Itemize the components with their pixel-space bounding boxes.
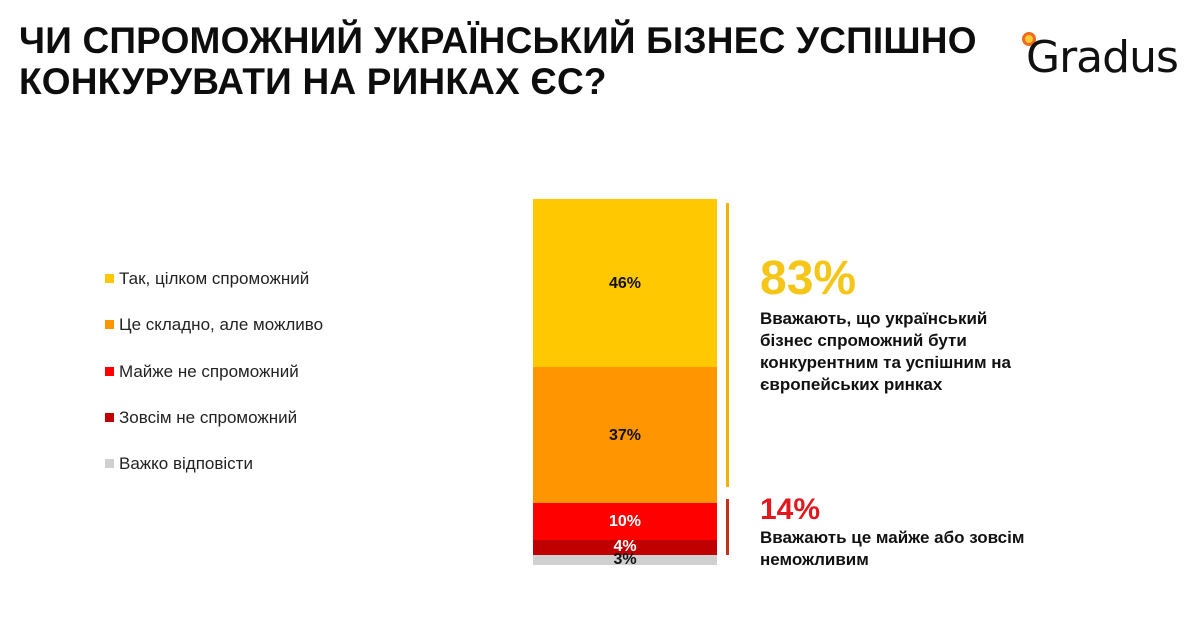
legend-swatch-icon [105,459,114,468]
legend-swatch-icon [105,320,114,329]
negative-callout-value: 14% [760,493,821,526]
legend-item-not-at-all: Зовсім не спроможний [105,407,297,429]
positive-callout-value: 83% [760,252,857,305]
bar-segment-yes: 46% [533,199,717,367]
bar-segment-hard: 37% [533,367,717,503]
callout-line: Вважають, що український [760,309,988,328]
legend-label: Зовсім не спроможний [119,408,298,427]
legend-swatch-icon [105,274,114,283]
bar-segment-hard-to-say: 3% [533,551,717,568]
legend-item-yes: Так, цілком спроможний [105,268,309,290]
callout-line: європейських ринках [760,375,943,394]
bar-label-hard-to-say: 3% [613,551,637,568]
page-title: ЧИ СПРОМОЖНИЙ УКРАЇНСЬКИЙ БІЗНЕС УСПІШНО… [19,20,977,102]
legend-item-hard: Це складно, але можливо [105,314,323,336]
title-line-1: ЧИ СПРОМОЖНИЙ УКРАЇНСЬКИЙ БІЗНЕС УСПІШНО [19,20,977,61]
legend-item-almost-not: Майже не спроможний [105,361,299,383]
bar-label-hard: 37% [608,427,642,444]
stacked-bar: 46% 37% 10% 4% 3% [533,199,717,568]
callout-line: Вважають це майже або зовсім [760,528,1025,547]
negative-callout-text: Вважають це майже або зовсім неможливим [760,527,1024,571]
legend-label: Майже не спроможний [119,362,299,381]
legend-label: Важко відповісти [119,454,253,473]
callout-line: конкурентним та успішним на [760,353,1012,372]
bar-label-yes: 46% [608,275,642,292]
bar-label-almost-not: 10% [608,513,642,530]
negative-bracket-line [726,499,729,555]
callout-line: бізнес спроможний бути [760,331,967,350]
legend-label: Це складно, але можливо [119,315,324,334]
positive-callout-text: Вважають, що український бізнес спроможн… [760,308,1011,396]
legend-item-hard-to-say: Важко відповісти [105,453,253,475]
legend-swatch-icon [105,413,114,422]
negative-callout: 14% Вважають це майже або зовсім неможли… [760,494,1024,571]
logo-dot-icon [1022,32,1036,46]
positive-callout: 83% Вважають, що український бізнес спро… [760,254,1011,396]
positive-bracket-line [726,203,729,487]
title-line-2: КОНКУРУВАТИ НА РИНКАХ ЄС? [19,61,607,102]
logo-text: Gradus [1026,32,1179,83]
legend-label: Так, цілком спроможний [119,269,310,288]
callout-line: неможливим [760,550,869,569]
bar-segment-not-at-all: 4% [533,538,717,555]
legend-swatch-icon [105,367,114,376]
bar-segment-almost-not: 10% [533,503,717,540]
bar-label-not-at-all: 4% [613,538,637,555]
